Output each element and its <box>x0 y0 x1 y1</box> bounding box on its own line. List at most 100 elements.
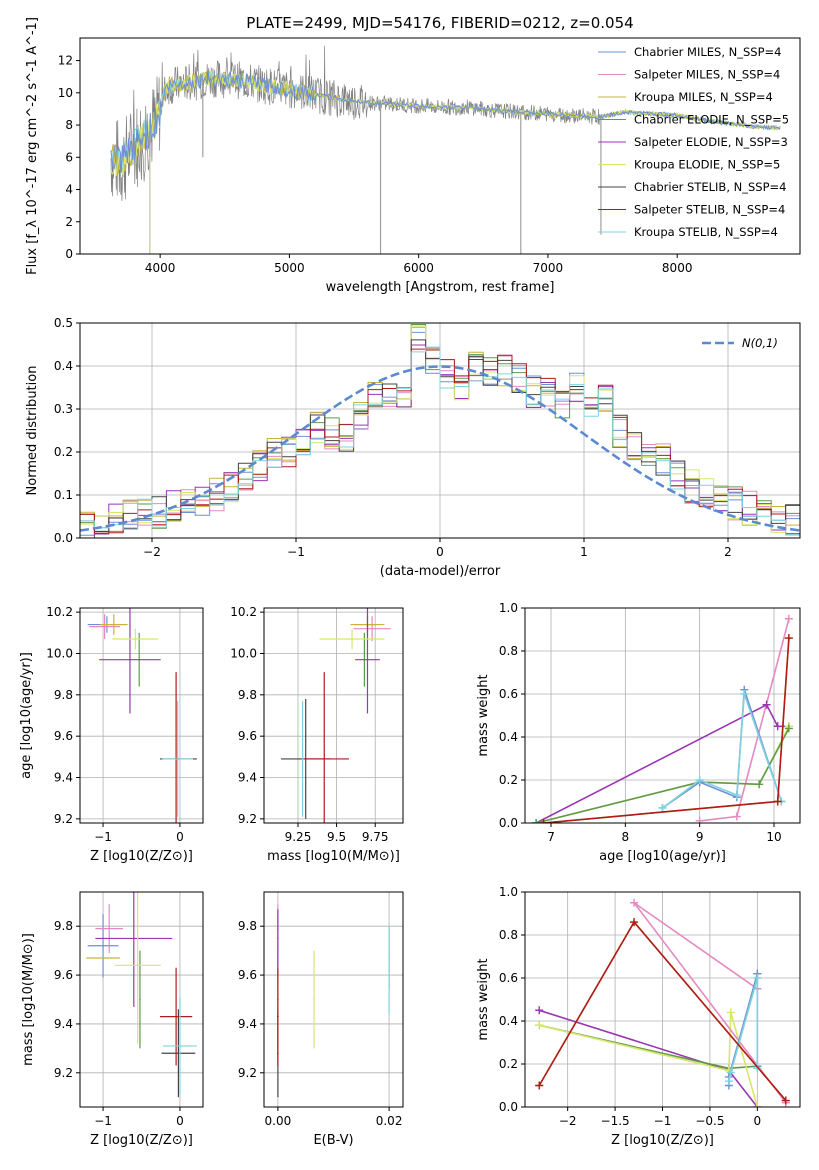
model-spectrum-line <box>110 70 781 176</box>
axes-frame <box>79 37 801 255</box>
weight-series-line <box>543 638 790 823</box>
y-tick-label: 9.2 <box>54 812 73 826</box>
weight-marker <box>532 819 541 823</box>
y-tick-label: 9.8 <box>238 919 257 933</box>
y-tick-label: 1.0 <box>499 885 518 899</box>
weight-marker <box>726 1068 735 1077</box>
x-tick-label: 6000 <box>403 261 434 275</box>
residuals-plot <box>80 324 800 538</box>
data-point <box>323 758 326 760</box>
weight-marker <box>784 724 793 733</box>
legend-entry: Kroupa STELIB, N_SSP=4 <box>634 225 778 239</box>
axes-frame <box>263 607 404 824</box>
x-tick-label: 10 <box>766 830 781 844</box>
weight-marker <box>726 1008 735 1017</box>
chart-weight-vs-Z: −2 −1.5 −1 −0.5 0 0.0 0.2 0.4 0.6 0.8 1.0 Z [log10(… <box>476 885 801 1148</box>
weight-marker <box>762 700 771 709</box>
x-axis-label: wavelength [Angstrom, rest frame] <box>326 280 555 295</box>
x-tick-label: −1 <box>94 1114 112 1128</box>
data-point <box>301 758 304 760</box>
y-tick-label: 0.5 <box>54 316 73 330</box>
y-tick-label: 9.6 <box>238 968 257 982</box>
model-spectrum-line <box>110 70 781 173</box>
x-tick-label: −1.5 <box>601 1114 630 1128</box>
axes-frame <box>79 607 204 824</box>
x-tick-label: 9.25 <box>285 830 312 844</box>
age-vs-Z-plot <box>87 608 197 823</box>
y-tick-label: 9.4 <box>238 1017 257 1031</box>
data-point <box>103 625 106 628</box>
y-tick-label: 0.8 <box>499 928 518 942</box>
chart-residuals: −2 −1 0 1 2 0.0 0.1 0.2 0.3 0.4 0.5 (data-model)/er… <box>25 316 801 579</box>
weight-series-line <box>699 618 790 822</box>
x-tick-label: −1 <box>287 545 305 559</box>
weight-series-line <box>538 1009 758 1107</box>
data-point <box>133 937 135 940</box>
y-tick-label: 0.2 <box>499 1057 518 1071</box>
x-tick-label: 8000 <box>662 261 693 275</box>
y-tick-label: 9.6 <box>54 729 73 743</box>
x-tick-label: 5000 <box>274 261 305 275</box>
x-tick-label: 0.02 <box>376 1114 403 1128</box>
chart-mass-vs-Z: −1 0 9.2 9.4 9.6 9.8 Z [log10(Z/Z⊙)] mass [log1… <box>21 891 204 1148</box>
x-tick-label: 7000 <box>533 261 564 275</box>
y-tick-label: 10.2 <box>230 605 257 619</box>
y-tick-label: 0.4 <box>54 359 73 373</box>
y-axis-label: mass weight <box>476 958 491 1040</box>
legend-entry: Salpeter ELODIE, N_SSP=3 <box>634 135 788 149</box>
axes-frame <box>79 891 204 1108</box>
y-tick-label: 0.2 <box>499 773 518 787</box>
y-tick-label: 9.8 <box>54 688 73 702</box>
data-point <box>351 638 353 640</box>
data-point <box>113 623 115 626</box>
y-axis-label: mass [log10(M/M⊙)] <box>21 933 36 1066</box>
chart-age-vs-Z: −1 0 9.2 9.4 9.6 9.8 10.0 10.2 Z [log10(Z/Z⊙)] ag… <box>19 605 204 864</box>
weight-series-line <box>539 1024 758 1070</box>
weight-marker <box>658 803 667 812</box>
data-point <box>313 998 315 1001</box>
x-tick-label: −2 <box>143 545 161 559</box>
spectrum-plot <box>110 45 781 254</box>
y-tick-label: 9.6 <box>54 968 73 982</box>
weight-marker <box>773 797 782 806</box>
weight-marker <box>695 776 704 784</box>
weight-marker <box>753 1064 762 1073</box>
mass-vs-Z-plot <box>86 892 197 1098</box>
x-tick-label: −1 <box>94 830 112 844</box>
legend-entry: Kroupa ELODIE, N_SSP=5 <box>634 158 780 172</box>
data-point <box>102 957 104 959</box>
weight-marker <box>630 918 639 927</box>
weight-marker <box>732 791 741 800</box>
y-tick-label: 9.4 <box>54 771 73 785</box>
y-tick-label: 0.2 <box>54 445 73 459</box>
age-vs-mass-plot <box>280 608 391 823</box>
y-tick-label: 0.6 <box>499 971 518 985</box>
mass-vs-EBV-plot <box>277 904 390 1098</box>
weight-marker <box>535 1081 544 1090</box>
weight-marker <box>784 614 793 623</box>
weight-marker <box>773 722 782 731</box>
legend-entry: Kroupa MILES, N_SSP=4 <box>634 90 773 104</box>
y-tick-label: 0.0 <box>499 816 518 830</box>
chart-weight-vs-age: 7 8 9 10 0.0 0.2 0.4 0.6 0.8 1.0 age [log10(age/yr… <box>476 601 801 864</box>
y-tick-label: 8 <box>65 118 73 132</box>
x-tick-label: 0 <box>436 545 444 559</box>
weight-series-line <box>539 1012 759 1107</box>
x-tick-label: 0 <box>176 1114 184 1128</box>
normal-curve <box>80 365 800 532</box>
weight-marker <box>740 690 749 698</box>
weight-marker <box>630 898 639 907</box>
y-tick-label: 0.4 <box>499 730 518 744</box>
x-tick-label: 4000 <box>145 261 176 275</box>
data-point <box>134 638 137 640</box>
chart-spectrum: 4000 5000 6000 7000 8000 0 2 4 6 8 10 12 wavelength … <box>25 14 801 295</box>
x-tick-label: −1 <box>654 1114 672 1128</box>
weight-marker <box>732 812 741 821</box>
y-tick-label: 10.0 <box>230 646 257 660</box>
data-point <box>371 627 373 630</box>
x-axis-label: age [log10(age/yr)] <box>599 849 726 864</box>
weight-marker <box>784 634 793 643</box>
y-tick-label: 9.4 <box>238 771 257 785</box>
data-point <box>139 998 141 1001</box>
